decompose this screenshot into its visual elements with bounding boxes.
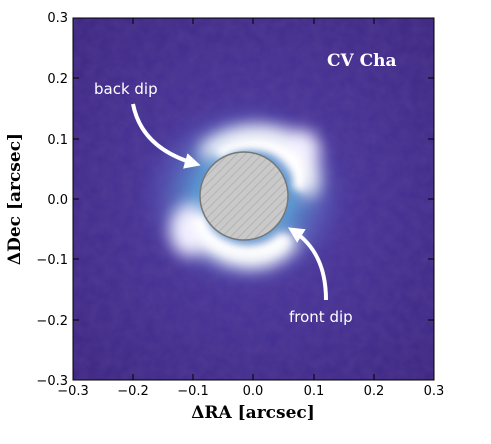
image-area: back dip front dip CV Cha [73,18,434,380]
x-tick-label: 0.2 [364,384,385,399]
x-tick-labels: −0.3 −0.2 −0.1 0.0 0.1 0.2 0.3 [57,384,444,399]
y-tick-label: −0.3 [36,374,68,389]
tick-marks [73,18,434,380]
disk-core-lower [192,214,292,259]
disk-core-upper [215,136,308,192]
x-tick-label: 0.1 [304,384,325,399]
x-tick-label: −0.1 [177,384,209,399]
y-tick-label: 0.3 [47,11,68,26]
front-dip-arrow [287,227,328,301]
y-tick-label: 0.1 [47,133,68,148]
coronagraph-mask [199,151,289,241]
y-tick-label: −0.1 [36,253,68,268]
x-tick-label: −0.3 [57,384,89,399]
object-label: CV Cha [327,51,397,71]
y-tick-labels: 0.3 0.2 0.1 0.0 −0.1 −0.2 −0.3 [36,11,68,389]
x-tick-label: 0.0 [243,384,264,399]
y-tick-label: −0.2 [36,314,68,329]
x-axis-label: ΔRA [arcsec] [191,403,315,423]
y-tick-label: 0.0 [47,193,68,208]
y-axis-label: ΔDec [arcsec] [5,133,25,265]
back-dip-label: back dip [94,80,158,98]
x-tick-label: 0.3 [424,384,445,399]
back-dip-arrow [131,103,201,169]
y-tick-label: 0.2 [47,72,68,87]
front-dip-label: front dip [289,308,353,326]
x-tick-label: −0.2 [117,384,149,399]
